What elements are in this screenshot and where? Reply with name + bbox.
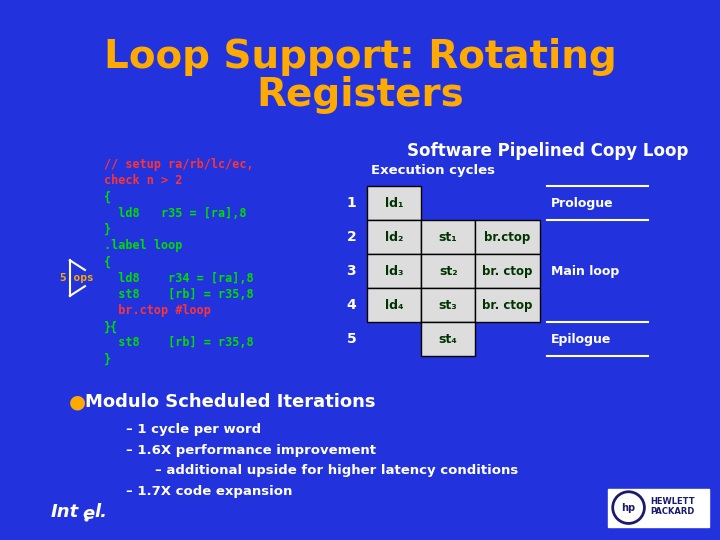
- Text: ld8    r34 = [ra],8: ld8 r34 = [ra],8: [104, 272, 254, 285]
- Text: Int: Int: [50, 503, 78, 521]
- Bar: [421, 322, 475, 356]
- Text: st8    [rb] = r35,8: st8 [rb] = r35,8: [104, 288, 254, 301]
- Bar: [475, 254, 540, 288]
- Text: ld₃: ld₃: [385, 265, 403, 278]
- Text: {: {: [104, 191, 112, 204]
- Text: st8    [rb] = r35,8: st8 [rb] = r35,8: [104, 336, 254, 349]
- Text: st₃: st₃: [438, 299, 458, 312]
- Bar: [367, 288, 421, 322]
- Bar: [421, 220, 475, 254]
- Bar: [475, 220, 540, 254]
- Text: hp: hp: [621, 503, 636, 512]
- Text: // setup ra/rb/lc/ec,: // setup ra/rb/lc/ec,: [104, 158, 254, 171]
- Text: check n > 2: check n > 2: [104, 174, 183, 187]
- Bar: [421, 288, 475, 322]
- Text: st₂: st₂: [439, 265, 457, 278]
- Text: ld8   r35 = [ra],8: ld8 r35 = [ra],8: [104, 207, 247, 220]
- Text: Loop Support: Rotating: Loop Support: Rotating: [104, 38, 616, 76]
- Text: Epilogue: Epilogue: [551, 333, 611, 346]
- Text: Modulo Scheduled Iterations: Modulo Scheduled Iterations: [85, 393, 375, 411]
- Text: br.ctop #loop: br.ctop #loop: [104, 304, 211, 317]
- Text: PACKARD: PACKARD: [650, 508, 695, 516]
- Text: Execution cycles: Execution cycles: [371, 164, 495, 177]
- Text: Prologue: Prologue: [551, 197, 613, 210]
- Bar: [421, 254, 475, 288]
- Bar: [367, 186, 421, 220]
- Text: 5 ops: 5 ops: [60, 273, 94, 283]
- Text: br. ctop: br. ctop: [482, 299, 533, 312]
- Text: br.ctop: br.ctop: [485, 231, 531, 244]
- Bar: [367, 220, 421, 254]
- Text: }: }: [104, 223, 112, 236]
- Text: Main loop: Main loop: [551, 265, 619, 278]
- Text: HEWLETT: HEWLETT: [650, 497, 695, 505]
- Text: 4: 4: [346, 299, 356, 312]
- Text: l.: l.: [94, 503, 107, 521]
- Text: e: e: [83, 505, 95, 523]
- Text: 2: 2: [346, 231, 356, 244]
- Text: st₁: st₁: [438, 231, 458, 244]
- Text: – 1.6X performance improvement: – 1.6X performance improvement: [126, 444, 376, 457]
- Text: – 1 cycle per word: – 1 cycle per word: [126, 423, 261, 436]
- Text: Registers: Registers: [256, 76, 464, 113]
- Bar: [367, 254, 421, 288]
- Text: ld₂: ld₂: [385, 231, 403, 244]
- Text: 5: 5: [346, 333, 356, 346]
- Text: ld₄: ld₄: [385, 299, 403, 312]
- Text: – additional upside for higher latency conditions: – additional upside for higher latency c…: [155, 464, 518, 477]
- Text: ●: ●: [68, 393, 86, 412]
- Bar: [475, 288, 540, 322]
- Text: 1: 1: [346, 197, 356, 210]
- Text: }: }: [104, 353, 112, 366]
- Text: .label loop: .label loop: [104, 239, 183, 252]
- Text: br. ctop: br. ctop: [482, 265, 533, 278]
- Text: – 1.7X code expansion: – 1.7X code expansion: [126, 485, 292, 498]
- Text: st₄: st₄: [438, 333, 458, 346]
- Text: ld₁: ld₁: [385, 197, 403, 210]
- Text: }{: }{: [104, 320, 119, 333]
- Text: 3: 3: [346, 265, 356, 278]
- Text: {: {: [104, 255, 112, 268]
- Bar: [608, 489, 709, 526]
- Text: Software Pipelined Copy Loop: Software Pipelined Copy Loop: [407, 142, 688, 160]
